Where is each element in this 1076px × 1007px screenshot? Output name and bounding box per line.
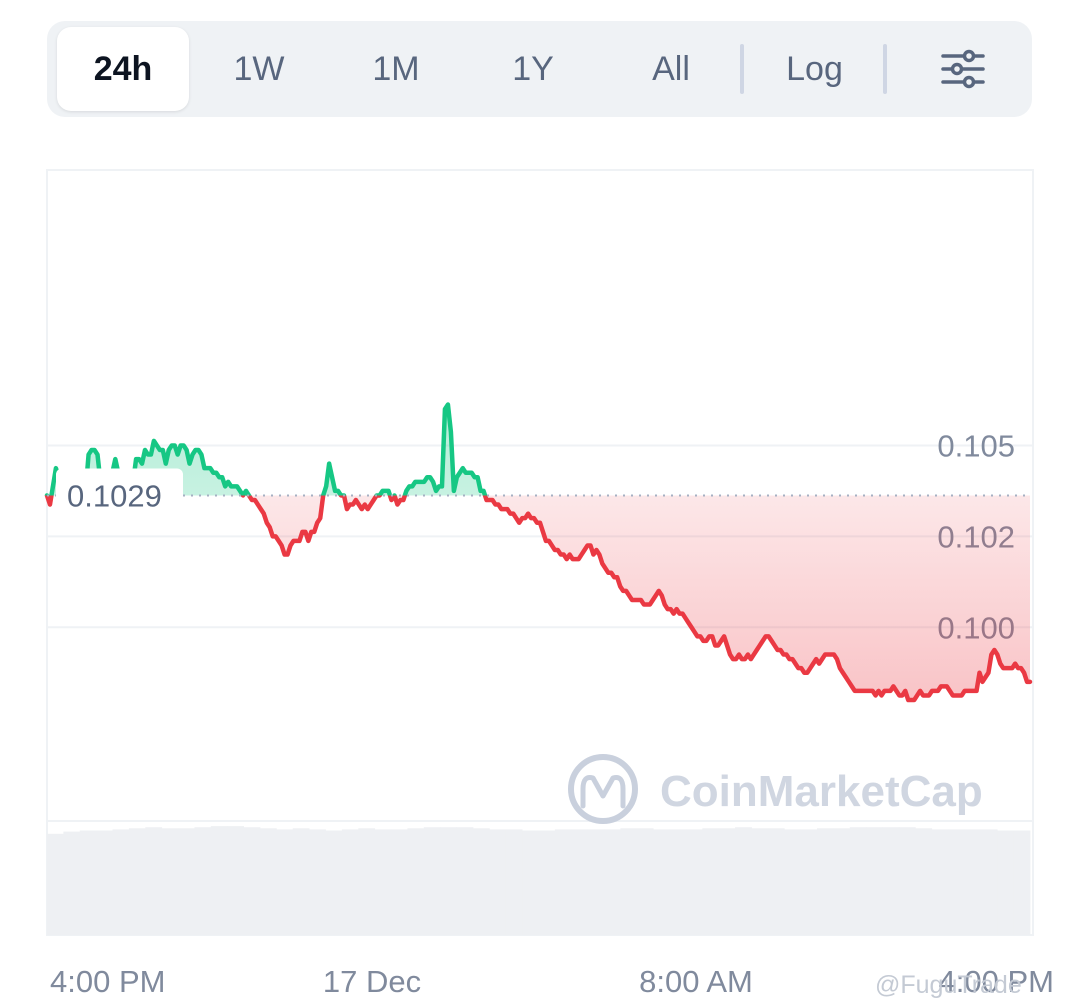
volume-bar — [685, 829, 703, 935]
volume-bar — [440, 827, 457, 935]
tab-1m[interactable]: 1M — [372, 49, 420, 88]
x-tick-label: 4:00 PM — [939, 964, 1054, 999]
volume-bar — [800, 829, 818, 935]
volume-bar — [882, 827, 900, 935]
volume-bar — [849, 827, 867, 935]
volume-bar — [292, 828, 310, 935]
volume-bar — [489, 829, 507, 935]
volume-bar — [948, 829, 965, 935]
volume-bar — [407, 828, 425, 935]
volume-bar — [472, 828, 490, 935]
source-mark: @FuguTrade — [875, 971, 1022, 999]
volume-bar — [620, 828, 638, 935]
volume-bar — [964, 829, 982, 935]
reference-label-box — [56, 468, 183, 517]
volume-bar — [161, 828, 179, 935]
toolbar-divider — [740, 44, 744, 94]
chart-toolbar: 24h 1W 1M 1Y All Log — [47, 21, 1032, 117]
volume-bar — [784, 829, 802, 935]
volume-bar — [554, 829, 572, 935]
x-tick-label: 8:00 AM — [639, 964, 753, 999]
volume-bar — [538, 830, 556, 935]
tab-all[interactable]: All — [652, 49, 690, 88]
watermark-text: CoinMarketCap — [660, 767, 983, 816]
log-scale-toggle[interactable]: Log — [786, 49, 843, 88]
volume-bar — [604, 829, 621, 935]
toolbar-divider — [883, 44, 887, 94]
volume-bar — [833, 828, 851, 935]
area-below-reference — [47, 495, 1030, 700]
volume-bar — [702, 828, 720, 935]
watermark: CoinMarketCap — [568, 754, 983, 824]
volume-bar — [767, 828, 785, 935]
y-tick-label: 0.105 — [937, 428, 1015, 463]
volume-bar — [341, 829, 359, 935]
price-line-down — [44, 495, 1033, 703]
volume-bar — [210, 826, 228, 935]
volume-bar — [915, 828, 933, 935]
volume-bar — [194, 827, 212, 935]
volume-bar — [243, 827, 261, 935]
volume-bar — [669, 829, 687, 935]
volume-bar — [522, 830, 539, 935]
volume-bar — [587, 829, 605, 935]
volume-bar — [63, 831, 81, 935]
volume-bar — [423, 827, 441, 935]
x-tick-label: 17 Dec — [323, 964, 421, 999]
volume-bar — [374, 829, 392, 935]
volume-bar — [1013, 830, 1031, 935]
volume-bar — [718, 828, 736, 935]
volume-bar — [79, 830, 97, 935]
sliders-icon[interactable] — [937, 43, 989, 95]
volume-bar — [47, 833, 64, 935]
volume-bar — [751, 828, 769, 935]
volume-bar — [898, 827, 916, 935]
volume-bar — [391, 829, 408, 935]
volume-bar — [653, 829, 670, 935]
volume-bar — [735, 827, 752, 935]
price-line-up — [44, 402, 488, 496]
volume-bar — [227, 826, 244, 935]
volume-bar — [259, 828, 277, 935]
volume-bar — [112, 829, 130, 935]
volume-bar — [325, 830, 343, 935]
volume-bar — [128, 828, 146, 935]
tab-24h[interactable]: 24h — [57, 27, 189, 111]
volume-bar — [309, 829, 326, 935]
x-axis-labels: 4:00 PM 17 Dec 8:00 AM 4:00 PM — [50, 964, 1054, 999]
volume-bar — [636, 828, 654, 935]
tab-1w[interactable]: 1W — [233, 49, 285, 88]
volume-bar — [571, 829, 589, 935]
volume-bar — [980, 829, 998, 935]
volume-bars — [47, 826, 1031, 935]
volume-bar — [145, 827, 163, 935]
volume-bar — [456, 827, 474, 935]
reference-label: 0.1029 — [67, 478, 162, 513]
volume-bar — [997, 830, 1015, 935]
volume-bar — [178, 828, 195, 935]
tab-1y[interactable]: 1Y — [512, 49, 554, 88]
volume-bar — [866, 827, 883, 935]
volume-bar — [276, 829, 294, 935]
volume-bar — [505, 829, 523, 935]
volume-bar — [817, 828, 834, 935]
x-tick-label: 4:00 PM — [50, 964, 165, 999]
volume-bar — [358, 828, 376, 935]
volume-bar — [931, 829, 949, 935]
volume-bar — [96, 830, 113, 935]
